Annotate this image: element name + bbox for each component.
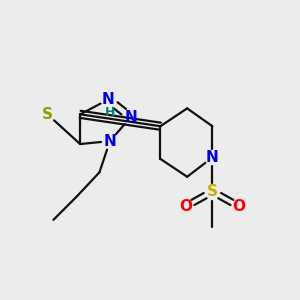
Text: N: N <box>206 150 219 165</box>
Text: N: N <box>103 134 116 148</box>
Text: N: N <box>102 92 115 107</box>
Text: S: S <box>207 184 218 199</box>
Text: O: O <box>179 199 192 214</box>
Text: O: O <box>233 199 246 214</box>
Text: S: S <box>42 107 53 122</box>
Text: N: N <box>124 110 137 125</box>
Text: H: H <box>105 106 115 119</box>
